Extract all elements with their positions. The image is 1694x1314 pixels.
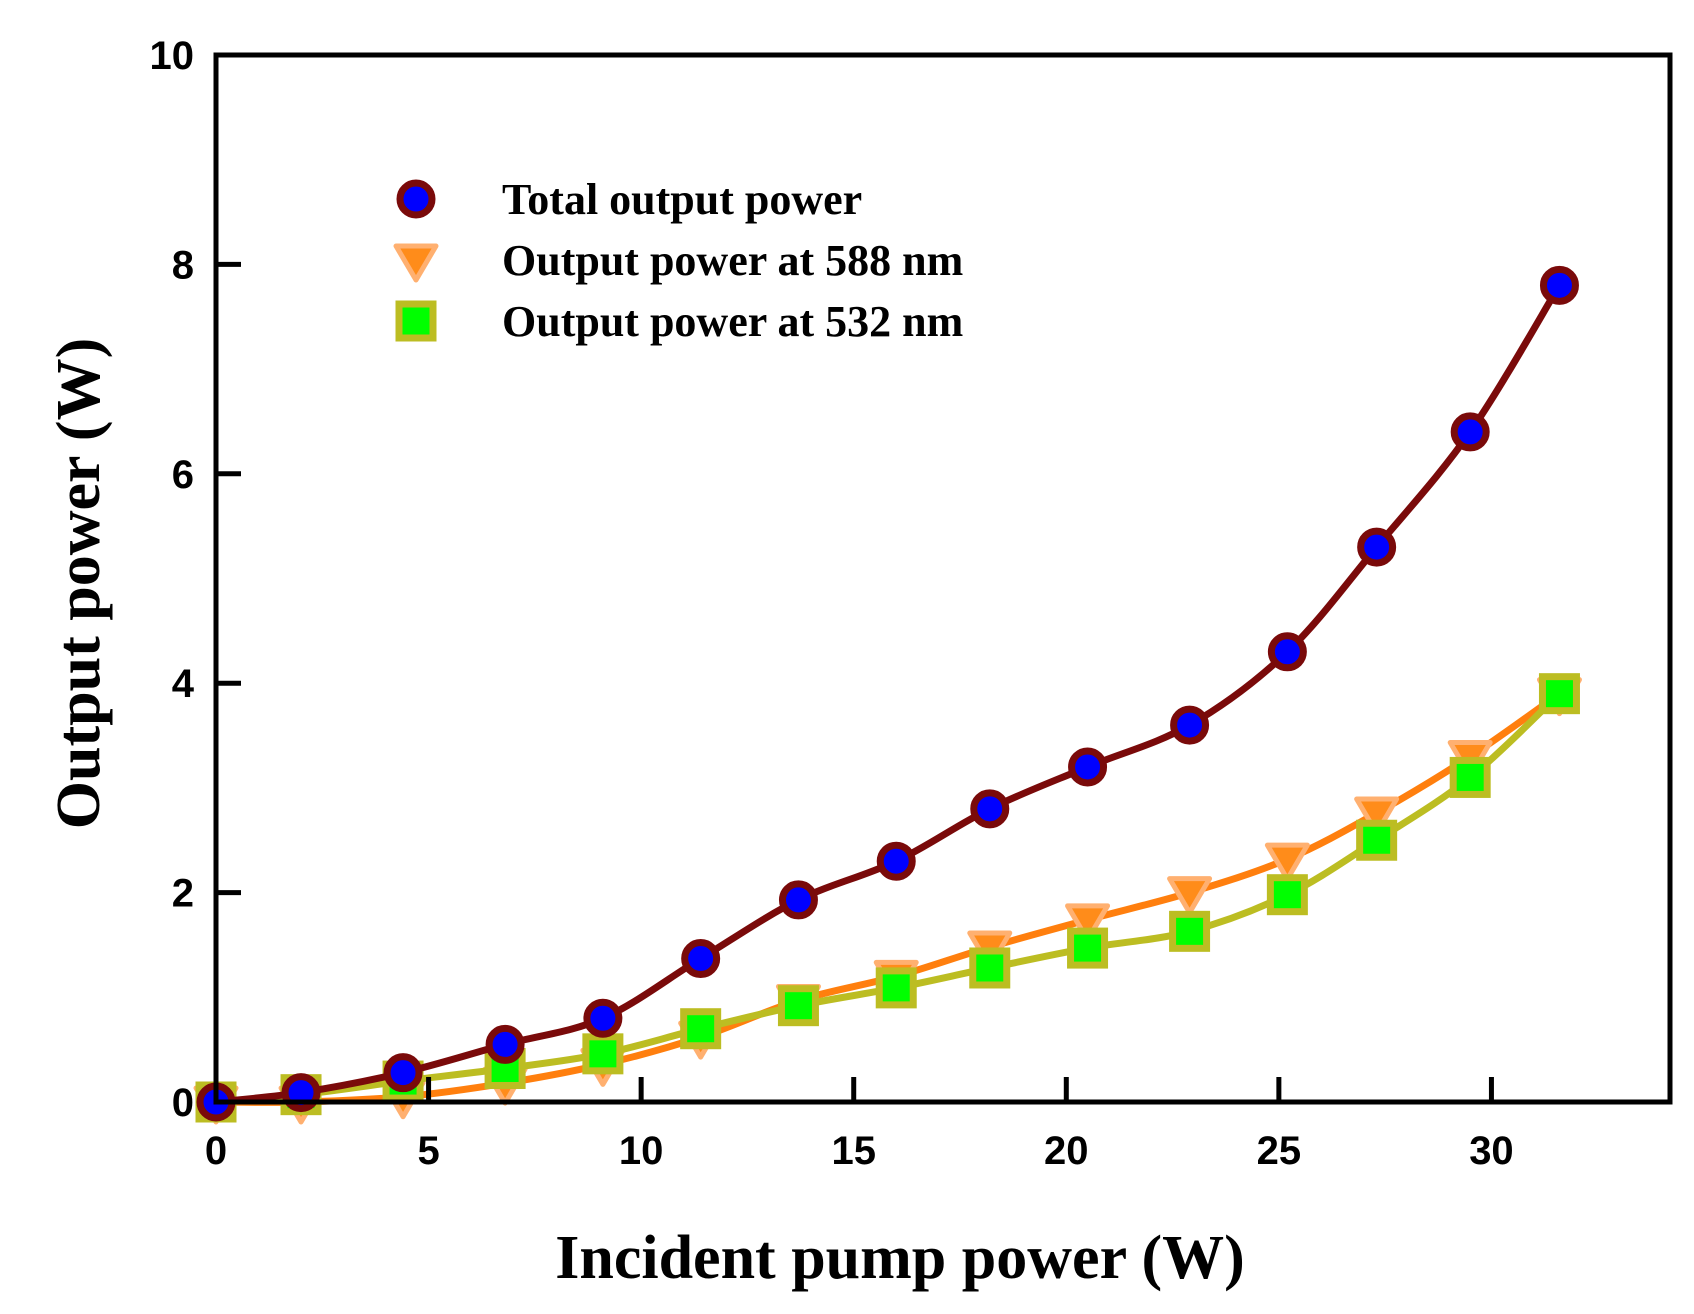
plot-frame <box>213 52 1673 1105</box>
data-point <box>485 1024 525 1064</box>
x-tick-label: 5 <box>417 1129 439 1173</box>
y-tick-label: 0 <box>172 1081 194 1125</box>
data-point <box>1356 819 1398 861</box>
data-point <box>1539 265 1579 305</box>
data-point <box>777 985 819 1027</box>
y-tick-label: 2 <box>172 872 194 916</box>
data-point <box>1264 842 1310 882</box>
ticks-layer: 0 5 10 15 20 25 30 0 2 4 6 8 10 <box>150 34 1514 1173</box>
data-point <box>1169 910 1211 952</box>
data-point <box>1068 747 1108 787</box>
data-point <box>969 947 1011 989</box>
data-point <box>1538 673 1580 715</box>
series-0 <box>196 265 1579 1122</box>
data-point <box>876 841 916 881</box>
data-point <box>1450 412 1490 452</box>
data-point <box>1267 632 1307 672</box>
data-point <box>1170 705 1210 745</box>
data-point <box>1449 756 1491 798</box>
legend-marker <box>396 179 436 219</box>
legend: Total output power Output power at 588 nm… <box>393 175 963 346</box>
x-axis-title: Incident pump power (W) <box>555 1224 1245 1292</box>
data-point <box>582 1033 624 1075</box>
series-layer <box>193 265 1582 1125</box>
data-point <box>1067 927 1109 969</box>
y-tick-label: 6 <box>172 453 194 497</box>
data-point <box>583 998 623 1038</box>
x-tick-label: 15 <box>831 1129 876 1173</box>
y-tick-label: 4 <box>172 662 195 706</box>
x-tick-label: 10 <box>619 1129 664 1173</box>
data-point <box>875 967 917 1009</box>
x-tick-label: 25 <box>1257 1129 1302 1173</box>
data-point <box>778 880 818 920</box>
data-point <box>681 939 721 979</box>
legend-label: Output power at 588 nm <box>502 236 963 285</box>
x-tick-label: 0 <box>205 1129 227 1173</box>
data-point <box>1266 874 1308 916</box>
series-line <box>215 690 1562 1106</box>
data-point <box>1065 903 1111 943</box>
legend-label: Output power at 532 nm <box>502 297 963 346</box>
legend-marker <box>395 300 437 342</box>
x-tick-label: 30 <box>1469 1129 1514 1173</box>
y-axis-title: Output power (W) <box>45 338 113 829</box>
x-tick-label: 20 <box>1044 1129 1089 1173</box>
legend-label: Total output power <box>502 175 862 224</box>
legend-marker <box>393 243 439 283</box>
data-point <box>1167 876 1213 916</box>
data-point <box>1357 527 1397 567</box>
y-tick-label: 10 <box>150 34 195 78</box>
data-point <box>383 1053 423 1093</box>
y-tick-label: 8 <box>172 243 194 287</box>
data-point <box>1354 796 1400 836</box>
data-point <box>970 789 1010 829</box>
series-2 <box>195 673 1580 1123</box>
data-point <box>680 1008 722 1050</box>
series-line <box>215 691 1562 1106</box>
